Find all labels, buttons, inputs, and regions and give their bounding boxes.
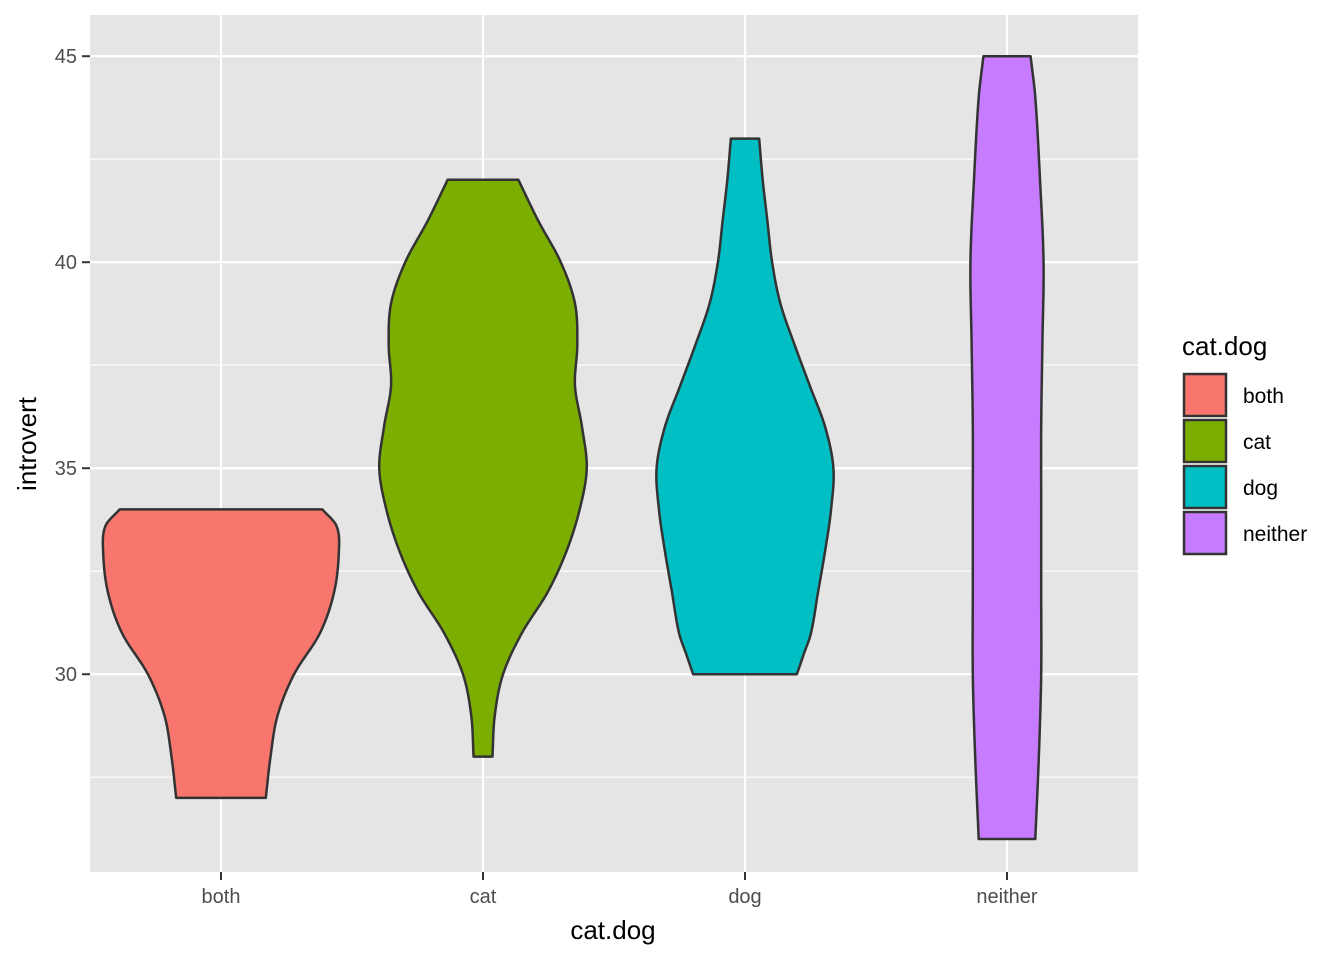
legend-label-neither: neither — [1243, 523, 1307, 546]
legend-key-neither — [1182, 510, 1228, 556]
legend-label-cat: cat — [1243, 431, 1271, 454]
violin-both — [101, 508, 341, 800]
legend-key-dog — [1182, 464, 1228, 510]
x-axis-title: cat.dog — [570, 915, 655, 945]
legend: cat.dog both cat dog neither — [1182, 331, 1307, 556]
y-tick-label: 30 — [55, 664, 77, 686]
legend-key-cat — [1182, 418, 1228, 464]
y-axis-title: introvert — [12, 396, 42, 491]
legend-title: cat.dog — [1182, 331, 1267, 361]
x-axis: both cat dog neither — [202, 872, 1038, 908]
x-tick-label: neither — [976, 886, 1037, 908]
x-tick-label: dog — [728, 886, 761, 908]
x-tick-label: both — [202, 886, 241, 908]
violins — [101, 54, 1045, 841]
violin-dog — [655, 137, 835, 676]
violin-neither — [969, 54, 1045, 841]
legend-label-dog: dog — [1243, 477, 1278, 500]
y-tick-label: 45 — [55, 46, 77, 68]
y-axis: 30 35 40 45 — [55, 46, 90, 686]
legend-key-both — [1182, 372, 1228, 418]
y-tick-label: 40 — [55, 252, 77, 274]
y-tick-label: 35 — [55, 458, 77, 480]
x-tick-label: cat — [470, 886, 497, 908]
violin-cat — [377, 178, 589, 758]
legend-label-both: both — [1243, 385, 1284, 408]
